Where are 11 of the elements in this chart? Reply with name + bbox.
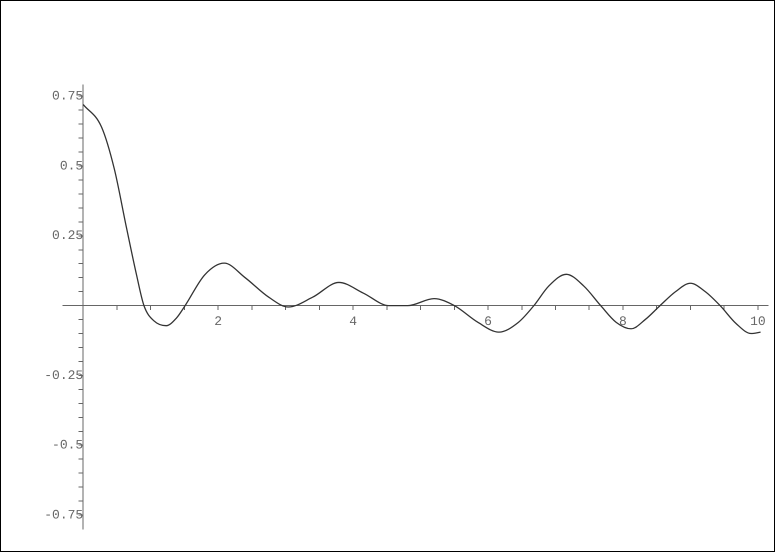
y-tick-label: 0.5 <box>60 158 84 174</box>
y-tick-label: -0.25 <box>44 368 84 383</box>
y-tick-label: 0.25 <box>52 228 84 244</box>
y-tick-label: -0.75 <box>44 507 84 522</box>
x-tick-label: 8 <box>619 314 627 329</box>
x-tick-label: 2 <box>214 314 222 329</box>
y-tick-label: 0.75 <box>52 88 84 104</box>
x-tick-label: 4 <box>349 314 358 329</box>
x-tick-label: 10 <box>750 314 766 329</box>
y-tick-label: -0.5 <box>52 438 84 453</box>
x-tick-label: 6 <box>484 314 492 329</box>
